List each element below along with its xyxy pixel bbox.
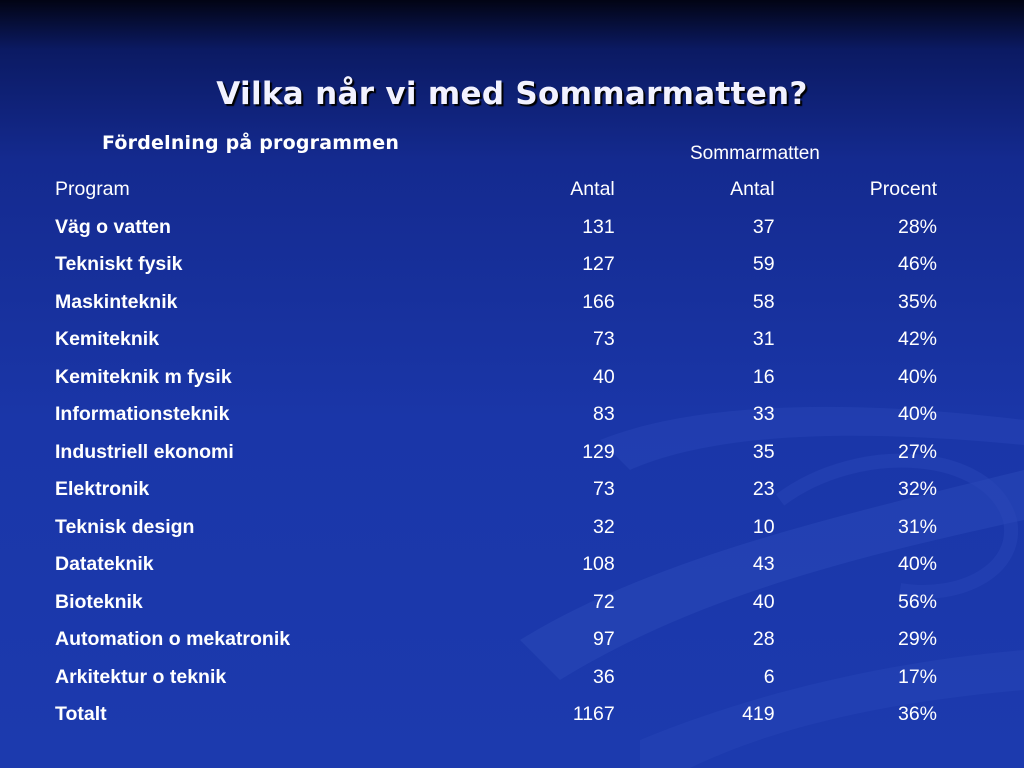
table-header-row: Program Antal Antal Procent [47,171,945,209]
program-distribution-table: Program Antal Antal Procent Väg o vatten… [47,171,945,734]
row-procent: 32% [897,478,937,500]
column-group-header: Sommarmatten [690,143,820,164]
table-row: Automation o mekatronik 97 28 29% [47,621,945,659]
table-row: Arkitektur o teknik 36 6 17% [47,659,945,697]
row-procent: 29% [897,628,937,650]
table-row: Tekniskt fysik 127 59 46% [47,246,945,284]
row-program: Industriell ekonomi [55,440,234,463]
row-sommar-antal: 28 [752,628,775,650]
table-row: Kemiteknik 73 31 42% [47,321,945,359]
row-sommar-antal: 33 [752,403,775,425]
table-row: Maskinteknik 166 58 35% [47,284,945,322]
row-procent: 28% [897,215,937,238]
row-procent: 36% [897,703,937,725]
row-antal: 127 [582,253,615,275]
row-sommar-antal: 6 [763,665,775,688]
header-procent: Procent [869,178,937,200]
row-program: Kemiteknik [55,328,160,350]
row-procent: 40% [897,553,937,575]
swoosh-curve-upper [600,406,1024,470]
row-procent: 35% [897,290,937,313]
row-program: Väg o vatten [55,215,171,238]
row-sommar-antal: 58 [752,290,775,313]
row-program: Totalt [55,703,107,725]
table-row: Elektronik 73 23 32% [47,471,945,509]
row-program: Elektronik [55,478,150,500]
row-procent: 46% [897,253,937,275]
row-sommar-antal: 43 [752,553,775,575]
row-procent: 27% [897,440,937,463]
table-row: Industriell ekonomi 129 35 27% [47,434,945,472]
table-row: Kemiteknik m fysik 40 16 40% [47,359,945,397]
header-program: Program [55,178,130,200]
row-program: Maskinteknik [55,290,178,313]
row-antal: 166 [582,290,615,313]
row-sommar-antal: 23 [752,478,775,500]
slide-title: Vilka når vi med Sommarmatten? [216,76,808,112]
table-row: Informationsteknik 83 33 40% [47,396,945,434]
row-program: Kemiteknik m fysik [55,365,232,388]
row-antal: 131 [582,215,615,238]
row-antal: 129 [582,440,615,463]
row-antal: 108 [582,553,615,575]
row-procent: 40% [897,403,937,425]
table-row: Datateknik 108 43 40% [47,546,945,584]
row-program: Tekniskt fysik [55,253,183,275]
row-antal: 73 [593,478,615,500]
swoosh-curve-ring [775,453,1019,599]
row-sommar-antal: 40 [752,590,775,613]
row-sommar-antal: 16 [752,365,775,388]
swoosh-curve-lower [640,650,1024,768]
swoosh-curve-large [520,470,1024,680]
row-procent: 17% [897,665,937,688]
row-antal: 72 [593,590,615,613]
row-procent: 56% [897,590,937,613]
table-row-total: Totalt 1167 419 36% [47,696,945,734]
row-antal: 83 [593,403,615,425]
row-sommar-antal: 35 [752,440,775,463]
table-row: Bioteknik 72 40 56% [47,584,945,622]
slide-subtitle: Fördelning på programmen [102,132,400,154]
row-procent: 40% [897,365,937,388]
row-sommar-antal: 419 [742,703,775,725]
row-sommar-antal: 59 [752,253,775,275]
row-procent: 31% [897,515,937,538]
row-antal: 73 [593,328,615,350]
row-sommar-antal: 37 [752,215,775,238]
row-sommar-antal: 10 [752,515,775,538]
row-antal: 1167 [572,703,615,725]
row-program: Datateknik [55,553,154,575]
table-row: Väg o vatten 131 37 28% [47,209,945,247]
header-sommar-antal: Antal [730,178,775,200]
row-antal: 36 [593,665,615,688]
row-antal: 40 [593,365,615,388]
row-program: Informationsteknik [55,403,230,425]
header-antal: Antal [570,178,615,200]
row-program: Arkitektur o teknik [55,665,227,688]
table-row: Teknisk design 32 10 31% [47,509,945,547]
row-program: Teknisk design [55,515,195,538]
row-program: Bioteknik [55,590,143,613]
row-antal: 97 [593,628,615,650]
row-antal: 32 [593,515,615,538]
row-program: Automation o mekatronik [55,628,291,650]
row-procent: 42% [897,328,937,350]
row-sommar-antal: 31 [752,328,775,350]
